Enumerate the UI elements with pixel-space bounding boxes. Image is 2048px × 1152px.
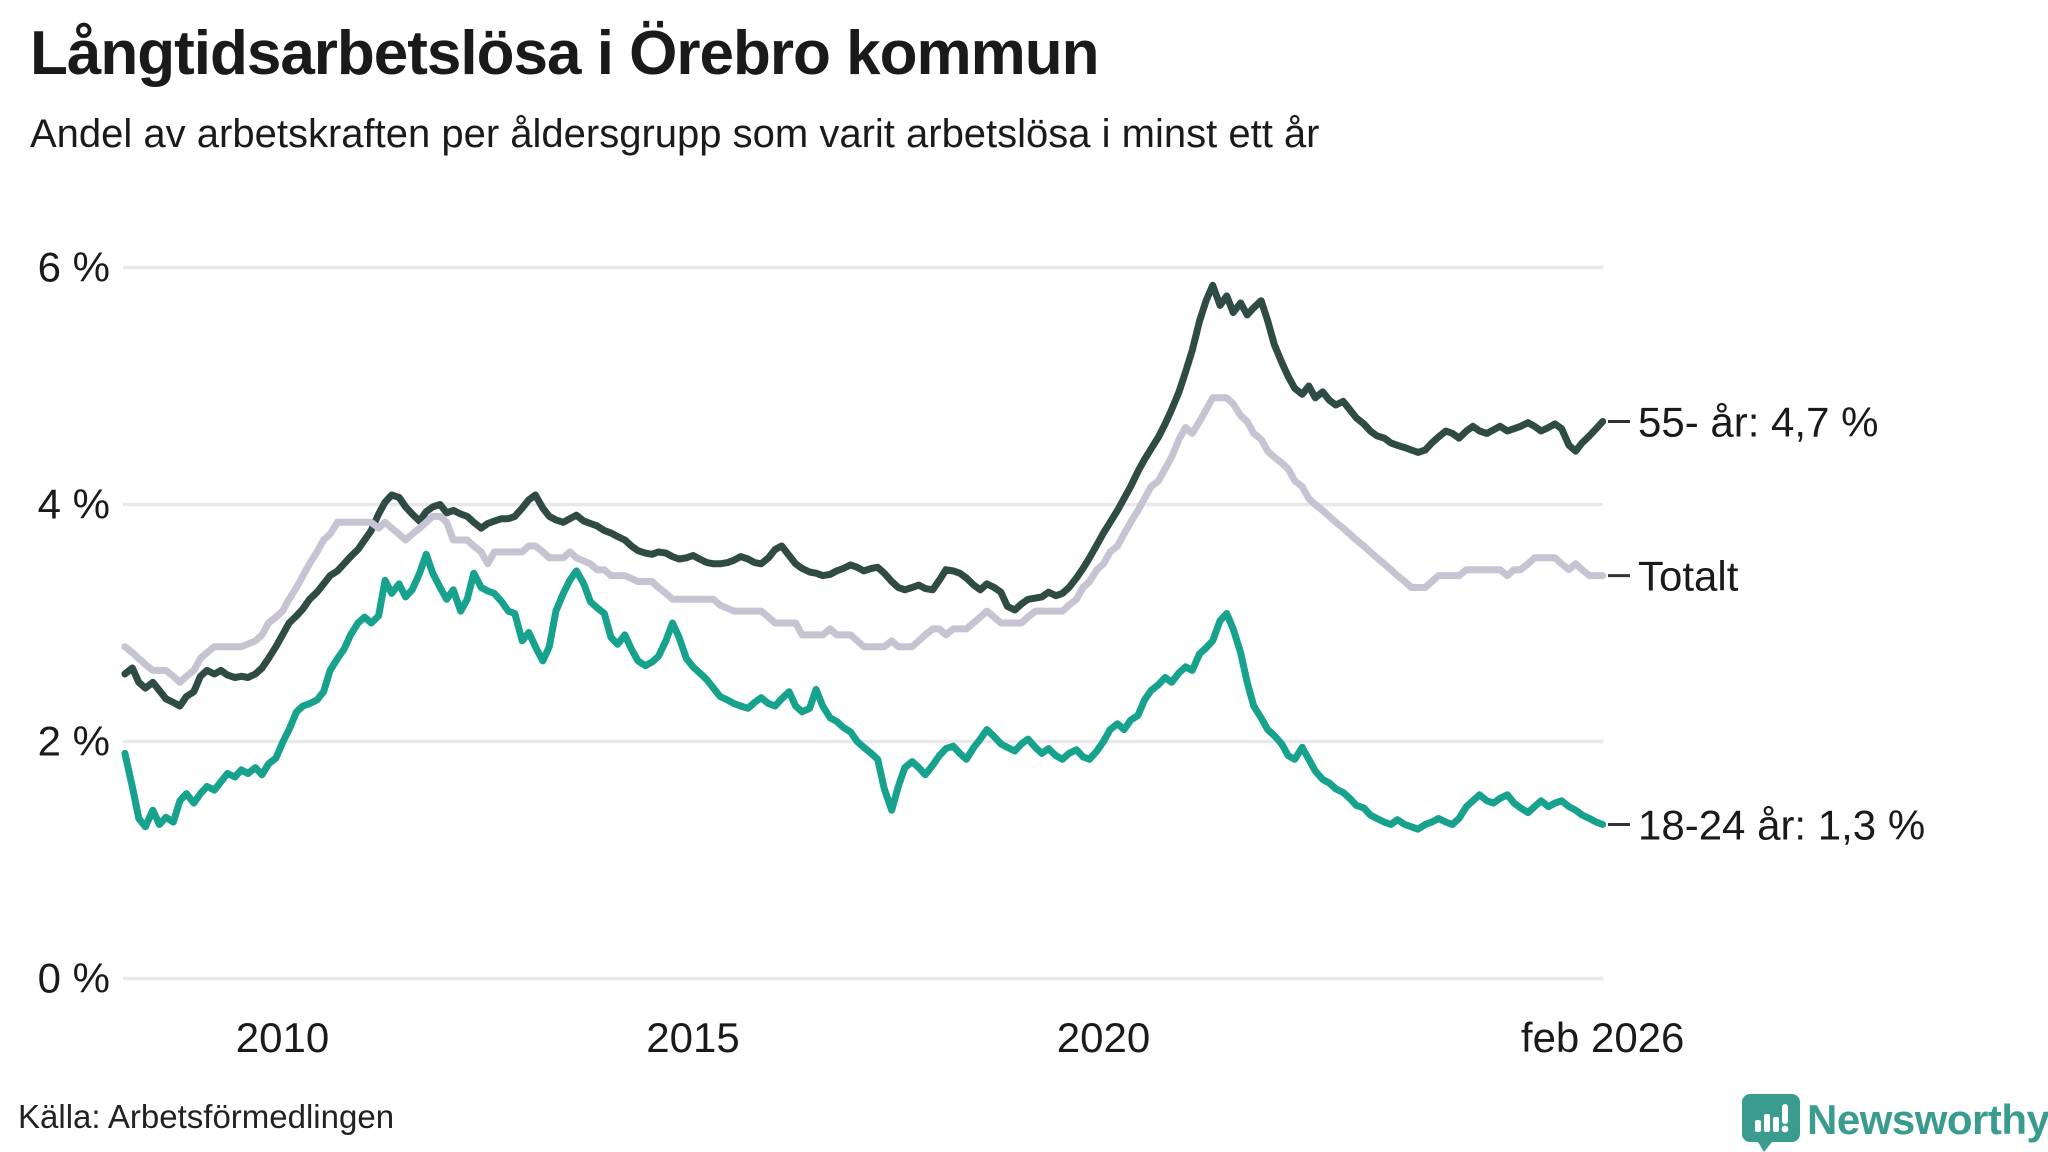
series-line-18-24-r — [121, 550, 1607, 833]
source-note: Källa: Arbetsförmedlingen — [18, 1098, 395, 1135]
y-tick-label: 6 % — [38, 244, 110, 291]
newsworthy-logo-icon — [1742, 1094, 1800, 1152]
series-line-55-r — [121, 281, 1607, 710]
y-tick-label: 0 % — [38, 955, 110, 1002]
logo-bar-2 — [1764, 1114, 1770, 1132]
brand-name: Newsworthy — [1807, 1096, 2048, 1143]
x-tick-label: 2010 — [236, 1014, 329, 1061]
logo-bubble — [1742, 1094, 1800, 1152]
chart-subtitle: Andel av arbetskraften per åldersgrupp s… — [30, 112, 1320, 156]
page-title: Långtidsarbetslösa i Örebro kommun — [30, 19, 1099, 88]
series-end-label-18-24-r: 18-24 år: 1,3 % — [1638, 801, 1925, 848]
series-end-label-totalt: Totalt — [1638, 553, 1739, 600]
series-line-totalt — [121, 394, 1607, 686]
newsworthy-branding: Newsworthy — [1742, 1092, 2048, 1152]
series-end-label-55-r: 55- år: 4,7 % — [1638, 399, 1878, 446]
logo-exclamation-stem — [1782, 1104, 1788, 1124]
x-tick-label: 2015 — [646, 1014, 739, 1061]
logo-bar-3 — [1773, 1117, 1779, 1132]
x-tick-label: feb 2026 — [1521, 1014, 1685, 1061]
y-tick-label: 2 % — [38, 718, 110, 765]
logo-bar-1 — [1755, 1120, 1761, 1132]
logo-exclamation-dot — [1781, 1125, 1789, 1133]
x-tick-label: 2020 — [1057, 1014, 1150, 1061]
y-tick-label: 4 % — [38, 481, 110, 528]
